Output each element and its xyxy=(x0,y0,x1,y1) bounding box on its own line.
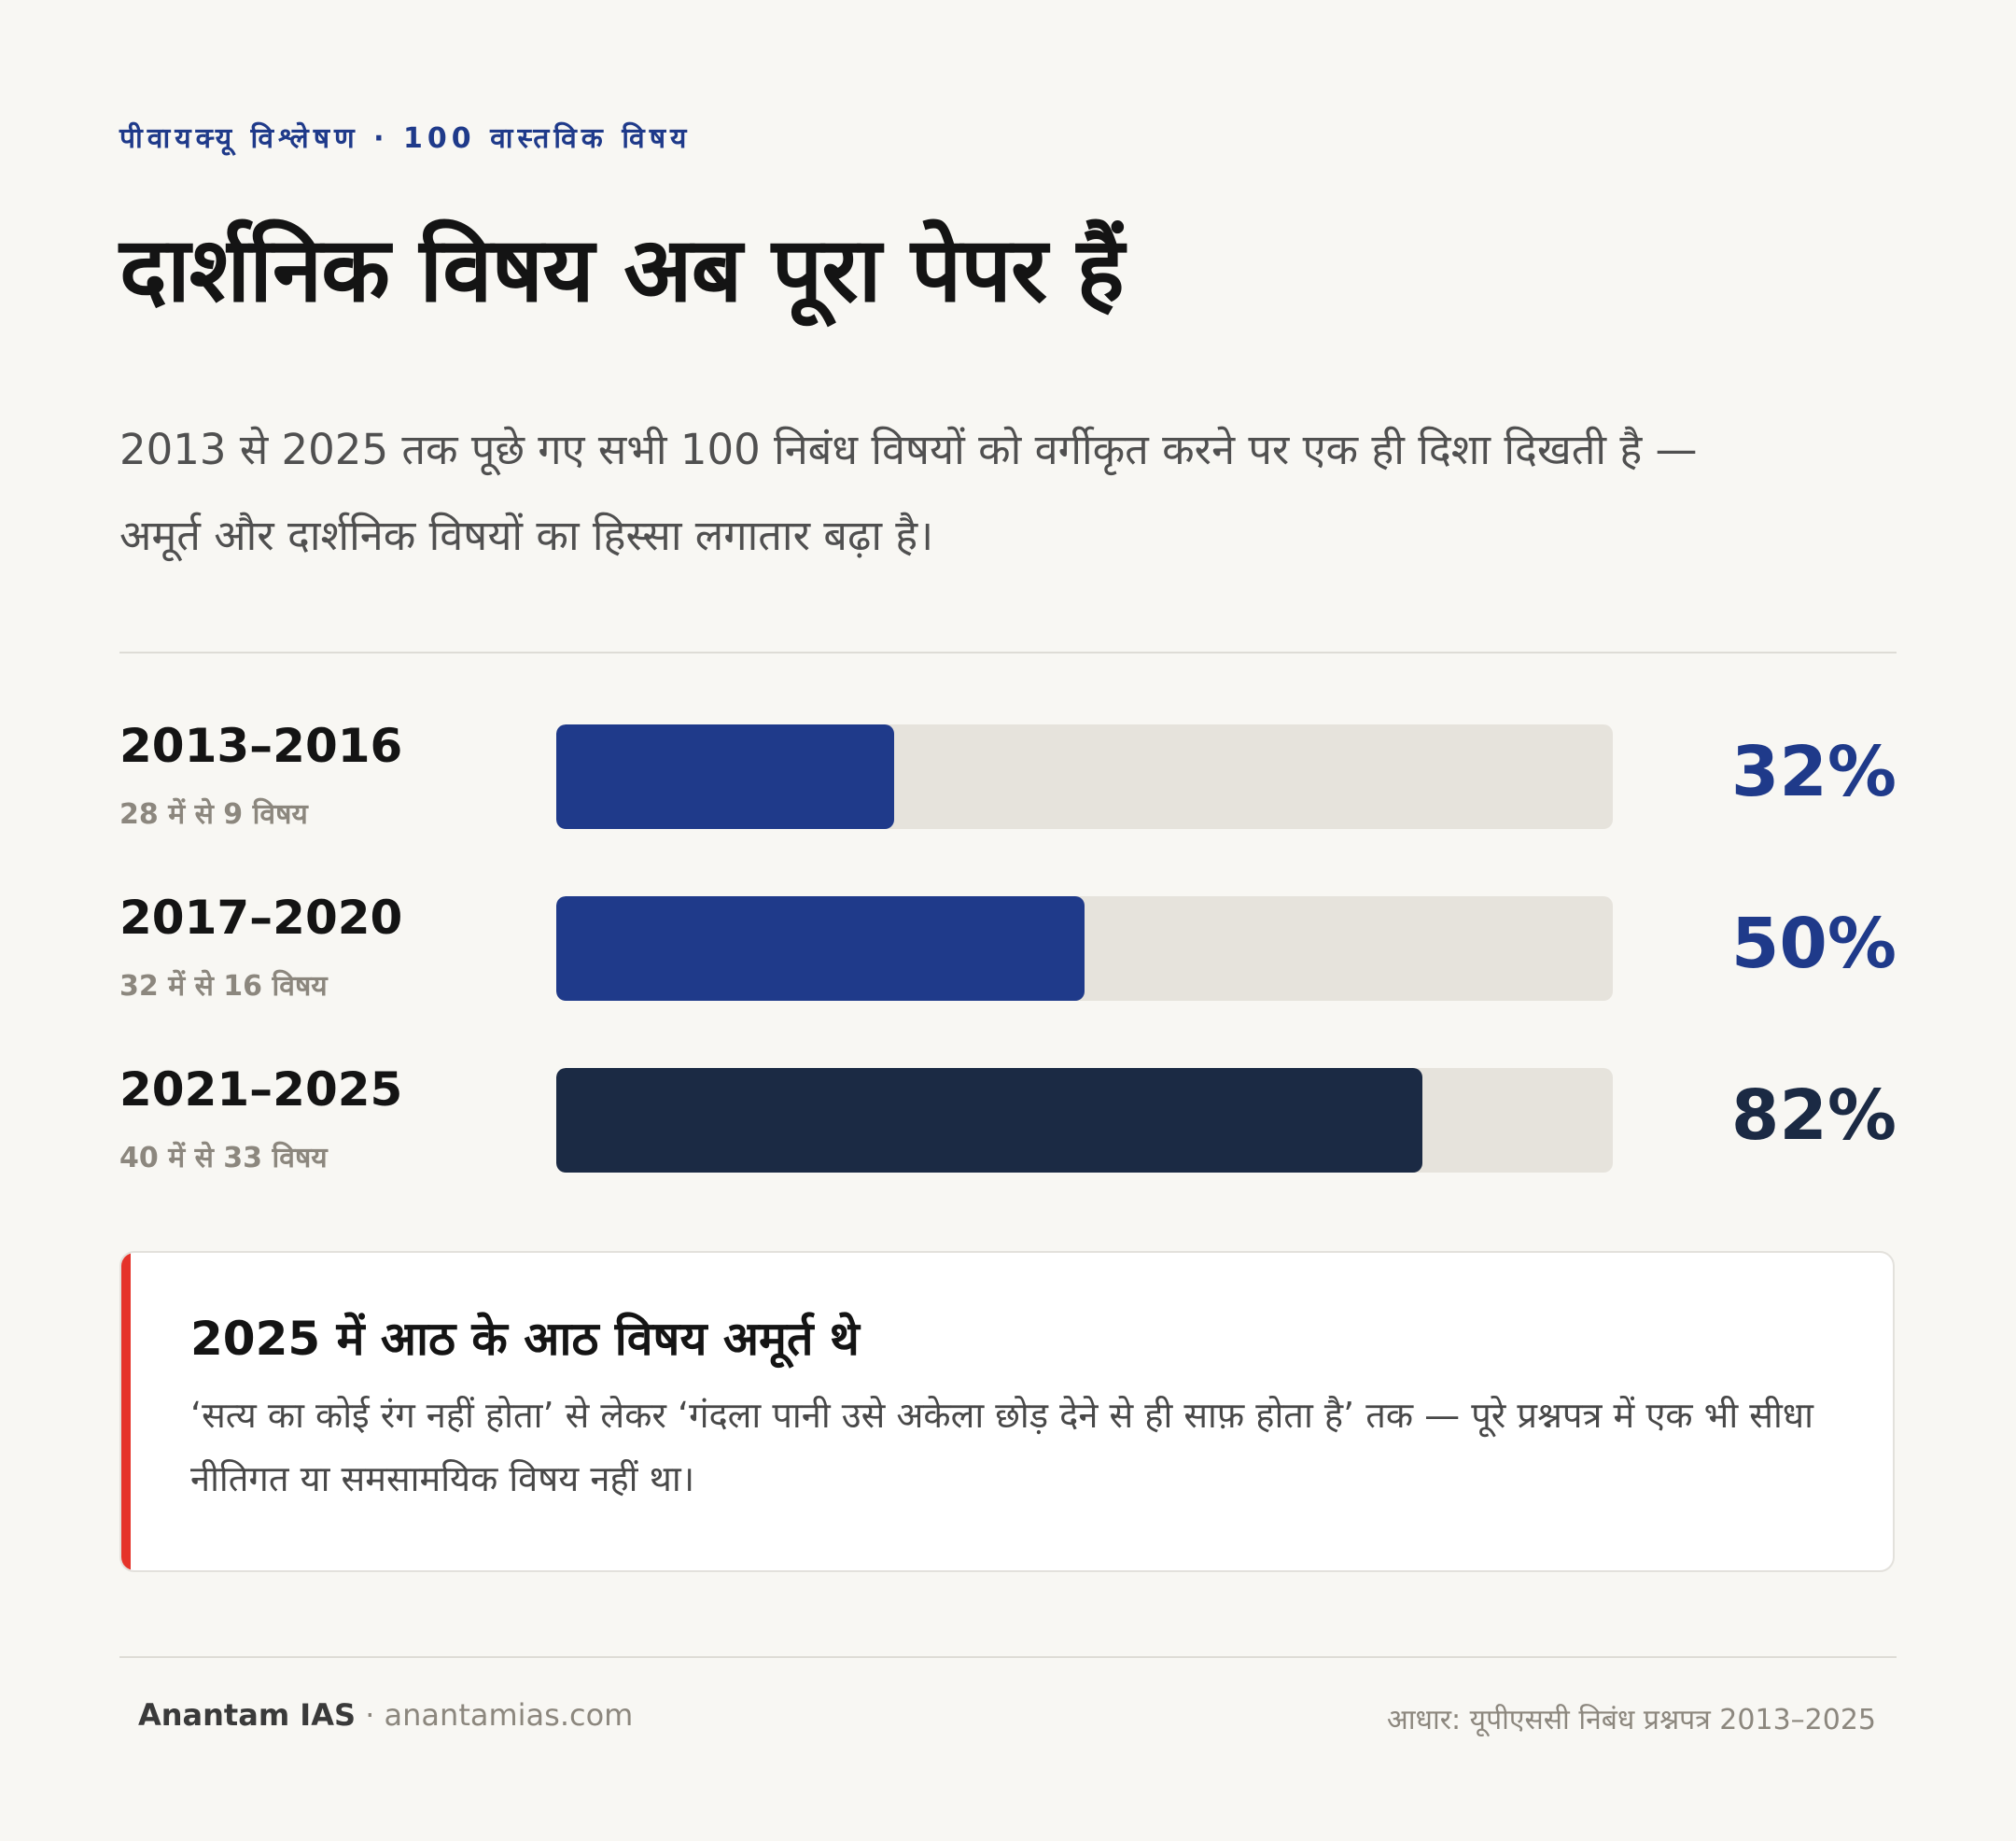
bar-track xyxy=(556,896,1613,1001)
eyebrow-label: पीवायक्यू विश्लेषण · 100 वास्तविक विषय xyxy=(119,122,692,155)
bar-track xyxy=(556,1068,1613,1173)
chart-row: 2013–2016 28 में से 9 विषय 32% xyxy=(119,719,1897,831)
footer-source: आधार: यूपीएससी निबंध प्रश्नपत्र 2013–202… xyxy=(1386,1704,1876,1736)
footer-separator: · xyxy=(356,1697,385,1733)
category-sublabel: 28 में से 9 विषय xyxy=(119,798,308,831)
value-label: 32% xyxy=(1730,732,1897,812)
value-label: 82% xyxy=(1730,1075,1897,1156)
divider-bottom xyxy=(119,1656,1897,1658)
footer-brand: Anantam IAS · anantamias.com xyxy=(138,1697,633,1733)
category-label: 2017–2020 xyxy=(119,891,403,945)
category-label: 2021–2025 xyxy=(119,1062,403,1117)
bar xyxy=(556,724,895,829)
callout-body: ‘सत्य का कोई रंग नहीं होता’ से लेकर ‘गंद… xyxy=(190,1395,1814,1499)
bar xyxy=(556,1068,1423,1173)
page-subtitle: 2013 से 2025 तक पूछे गए सभी 100 निबंध वि… xyxy=(119,425,1698,560)
chart-row: 2017–2020 32 में से 16 विषय 50% xyxy=(119,891,1897,1003)
value-label: 50% xyxy=(1730,904,1897,984)
divider-top xyxy=(119,652,1897,653)
category-label: 2013–2016 xyxy=(119,719,403,773)
bar xyxy=(556,896,1085,1001)
chart-row: 2021–2025 40 में से 33 विषय 82% xyxy=(119,1062,1897,1174)
brand-site-link[interactable]: anantamias.com xyxy=(384,1697,634,1733)
page-title: दार्शनिक विषय अब पूरा पेपर हैं xyxy=(119,218,1125,322)
brand-name: Anantam IAS xyxy=(138,1697,357,1733)
category-sublabel: 40 में से 33 विषय xyxy=(119,1142,328,1174)
bar-track xyxy=(556,724,1613,829)
callout-accent-bar xyxy=(121,1253,131,1570)
category-sublabel: 32 में से 16 विषय xyxy=(119,970,328,1003)
callout-card: 2025 में आठ के आठ विषय अमूर्त थे ‘सत्य क… xyxy=(119,1251,1895,1572)
callout-title: 2025 में आठ के आठ विषय अमूर्त थे xyxy=(190,1312,860,1366)
